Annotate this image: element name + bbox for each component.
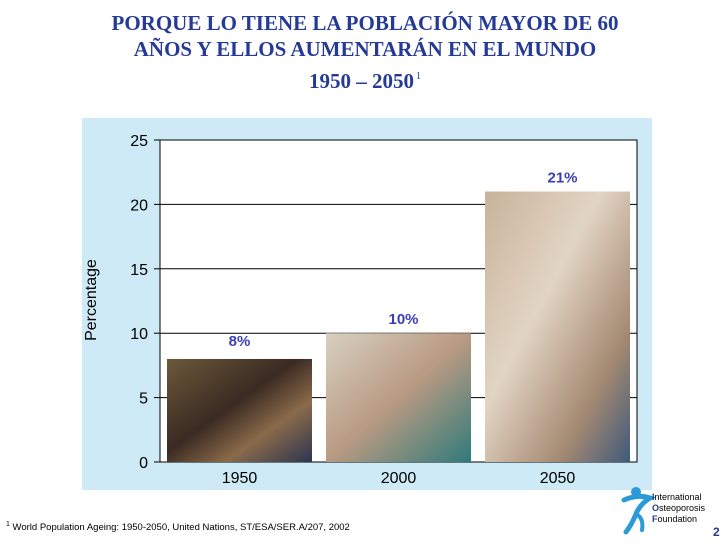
value-label-1950: 8%	[229, 333, 251, 350]
logo-initial-3: F	[652, 514, 658, 524]
y-axis-ticks: 0 5 10 15 20 25	[130, 133, 160, 472]
title-line-3: 1950 – 2050	[309, 69, 414, 93]
slide-title: PORQUE LO TIENE LA POBLACIÓN MAYOR DE 60…	[30, 10, 700, 94]
footnote-text: World Population Ageing: 1950-2050, Unit…	[12, 522, 350, 534]
bar-2050	[485, 191, 630, 462]
value-label-2050: 21%	[547, 170, 577, 187]
title-line-2: AÑOS Y ELLOS AUMENTARÁN EN EL MUNDO	[133, 37, 597, 61]
value-labels: 8% 10% 21%	[229, 170, 578, 350]
logo-line-1: nternational	[654, 492, 702, 502]
value-label-2000: 10%	[388, 311, 418, 328]
y-tick-label: 5	[139, 391, 148, 408]
iof-logo	[621, 487, 656, 535]
logo-initial-2: O	[652, 503, 660, 513]
x-axis-ticks: 1950 2000 2050	[222, 470, 576, 487]
x-tick-label-2050: 2050	[540, 470, 576, 487]
page-number: 2	[713, 525, 720, 539]
x-tick-label-2000: 2000	[381, 470, 417, 487]
title-line-1: PORQUE LO TIENE LA POBLACIÓN MAYOR DE 60	[111, 11, 619, 35]
title-footnote-marker: 1	[416, 71, 421, 82]
logo-line-3: oundation	[657, 514, 698, 524]
logo-line-2: steoporosis	[659, 503, 706, 513]
y-tick-label: 25	[130, 133, 148, 150]
footnote-marker: 1	[6, 521, 10, 528]
bar-1950	[167, 358, 312, 462]
iof-figure-icon	[621, 487, 656, 535]
footnote: 1 World Population Ageing: 1950-2050, Un…	[6, 521, 350, 533]
bar-2000	[326, 333, 471, 462]
y-tick-label: 20	[130, 197, 148, 214]
bars	[167, 191, 630, 462]
x-tick-label-1950: 1950	[222, 470, 258, 487]
logo-text: International Osteoporosis Foundation	[652, 492, 705, 525]
y-tick-label: 10	[130, 326, 148, 343]
y-axis-label: Percentage	[83, 259, 100, 341]
y-tick-label: 15	[130, 262, 148, 279]
logo-initial-1: I	[652, 492, 655, 502]
y-tick-label: 0	[139, 455, 148, 472]
